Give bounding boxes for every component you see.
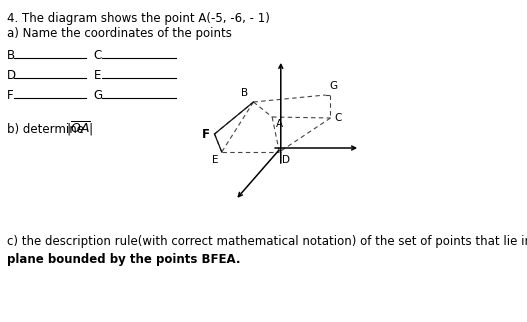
Text: E: E <box>212 155 218 165</box>
Text: G: G <box>94 89 103 101</box>
Text: D: D <box>281 155 289 165</box>
Text: D: D <box>7 69 16 81</box>
Text: G: G <box>329 81 337 91</box>
Text: F: F <box>201 128 210 140</box>
Text: 4. The diagram shows the point A(-5, -6, - 1): 4. The diagram shows the point A(-5, -6,… <box>7 12 270 25</box>
Text: b) determine: b) determine <box>7 122 88 136</box>
Text: C: C <box>334 113 341 123</box>
Text: F: F <box>7 89 14 101</box>
Text: plane bounded by the points BFEA.: plane bounded by the points BFEA. <box>7 252 241 266</box>
Text: E: E <box>94 69 101 81</box>
Text: A: A <box>276 119 283 129</box>
Text: C: C <box>94 49 102 62</box>
Text: $|\overline{OA}|$: $|\overline{OA}|$ <box>66 120 93 138</box>
Text: B: B <box>240 88 248 98</box>
Text: B: B <box>7 49 15 62</box>
Text: c) the description rule(with correct mathematical notation) of the set of points: c) the description rule(with correct mat… <box>7 235 527 249</box>
Text: a) Name the coordinates of the points: a) Name the coordinates of the points <box>7 27 232 40</box>
